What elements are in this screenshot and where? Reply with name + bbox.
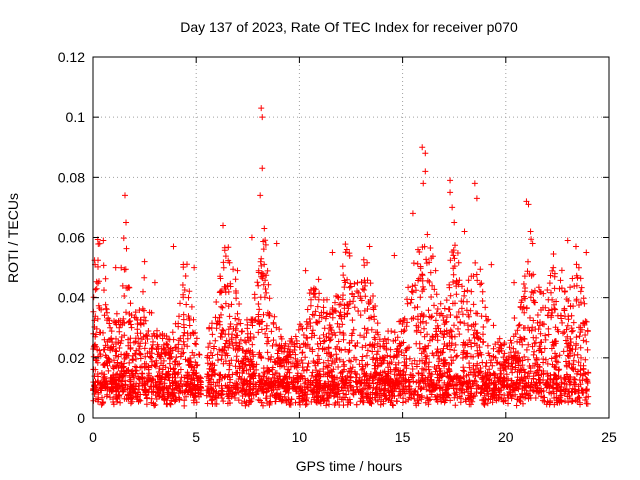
data-point-peak — [420, 180, 427, 187]
data-point-peak — [424, 231, 431, 238]
data-point-peak — [511, 279, 518, 286]
data-point-peak — [259, 114, 266, 121]
data-point-peak — [583, 249, 590, 256]
y-tick-label: 0 — [77, 410, 85, 426]
data-point-peak — [343, 246, 350, 253]
points-layer — [90, 105, 592, 409]
data-point-peak — [473, 195, 480, 202]
y-tick-label: 0.12 — [58, 49, 85, 65]
data-point-peak — [422, 168, 429, 175]
data-point-peak — [422, 150, 429, 157]
data-point-peak — [151, 279, 158, 286]
x-tick-label: 25 — [601, 429, 617, 445]
data-point-peak — [123, 219, 130, 226]
data-point-peak — [100, 237, 107, 244]
x-tick-label: 10 — [292, 429, 308, 445]
data-point-peak — [488, 261, 495, 268]
data-point-peak — [259, 165, 266, 172]
y-tick-label: 0.08 — [58, 169, 85, 185]
data-point-peak — [191, 264, 198, 271]
data-point-peak — [409, 210, 416, 217]
y-tick-label: 0.06 — [58, 230, 85, 246]
data-point-peak — [432, 267, 439, 274]
data-point-peak — [523, 198, 530, 205]
data-point-peak — [248, 234, 255, 241]
x-tick-label: 0 — [89, 429, 97, 445]
x-tick-label: 15 — [395, 429, 411, 445]
data-point-peak — [471, 180, 478, 187]
data-point-peak — [220, 222, 227, 229]
data-point-peak — [529, 240, 536, 247]
data-point-peak — [527, 228, 534, 235]
data-point-peak — [419, 144, 426, 151]
data-point-peak — [449, 204, 456, 211]
chart-title: Day 137 of 2023, Rate Of TEC Index for r… — [180, 19, 518, 35]
x-tick-label: 5 — [192, 429, 200, 445]
data-point-peak — [257, 192, 264, 199]
data-point-peak — [366, 243, 373, 250]
x-axis-label: GPS time / hours — [296, 458, 403, 474]
data-point-peak — [391, 252, 398, 259]
ticks-layer: 0 0.02 0.04 0.06 0.08 0.1 0.12 0 5 10 15 20 25 — [58, 49, 617, 445]
data-point-peak — [572, 243, 579, 250]
y-tick-label: 0.04 — [58, 290, 85, 306]
data-point-peak — [302, 267, 309, 274]
data-point-peak — [564, 237, 571, 244]
data-point-peak — [234, 267, 241, 274]
data-point-peak — [525, 201, 532, 208]
data-point-peak — [261, 225, 268, 232]
data-point-peak — [550, 264, 557, 271]
data-point-peak — [461, 228, 468, 235]
data-point-peak — [141, 258, 148, 265]
data-point-peak — [447, 177, 454, 184]
x-tick-label: 20 — [498, 429, 514, 445]
y-axis-label: ROTI / TECUs — [5, 193, 21, 283]
data-point-cloud — [90, 235, 592, 409]
data-point-peak — [451, 219, 458, 226]
y-tick-label: 0.02 — [58, 350, 85, 366]
data-point-peak — [121, 192, 128, 199]
data-point-peak — [170, 243, 177, 250]
data-point-peak — [273, 240, 280, 247]
data-point-peak — [258, 105, 265, 112]
data-point-peak — [112, 264, 119, 271]
data-point-peak — [329, 249, 336, 256]
grid-layer — [93, 57, 609, 418]
y-tick-label: 0.1 — [66, 109, 86, 125]
data-point-peak — [447, 189, 454, 196]
